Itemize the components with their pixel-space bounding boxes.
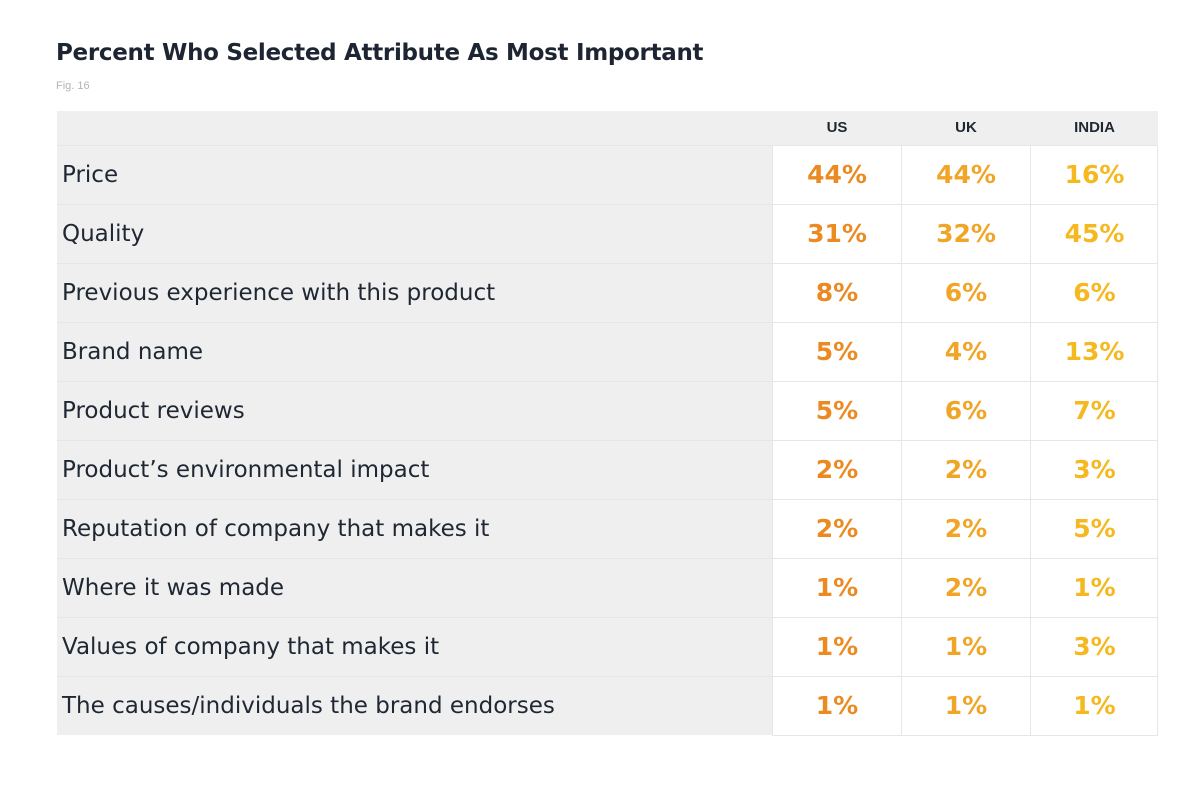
row-label: Where it was made [57,559,772,617]
row-divider [57,617,1158,618]
value-cell-uk: 6% [902,382,1030,440]
figure-label: Fig. 16 [56,80,90,92]
value-cell-us: 1% [773,677,901,735]
table-row: Reputation of company that makes it 2% 2% 5… [57,500,1158,558]
value-cell-us: 5% [773,323,901,381]
row-label: Quality [57,205,772,263]
value-cell-uk: 2% [902,500,1030,558]
value-cell-india: 45% [1031,205,1158,263]
value-cell-india: 3% [1031,441,1158,499]
value-cell-us: 8% [773,264,901,322]
row-divider [57,558,1158,559]
column-divider [1030,145,1031,736]
value-cell-us: 31% [773,205,901,263]
table-row: Where it was made 1% 2% 1% [57,559,1158,617]
column-divider [1157,145,1158,736]
table-row: Product reviews 5% 6% 7% [57,382,1158,440]
row-divider [57,263,1158,264]
table-header-row: US UK INDIA [57,111,1158,145]
row-label: Product’s environmental impact [57,441,772,499]
row-divider [57,322,1158,323]
value-cell-india: 1% [1031,677,1158,735]
value-cell-uk: 2% [902,441,1030,499]
page-title: Percent Who Selected Attribute As Most I… [56,40,704,66]
row-divider [57,381,1158,382]
value-cell-us: 5% [773,382,901,440]
attribute-table: US UK INDIA Price 44% 44% 16% Quality 31% 32% 45%… [57,111,1158,736]
value-cell-uk: 32% [902,205,1030,263]
value-cell-us: 44% [773,146,901,204]
value-cell-india: 1% [1031,559,1158,617]
value-cell-us: 1% [773,618,901,676]
row-label: Previous experience with this product [57,264,772,322]
table-bottom-border [772,735,1158,736]
row-label: Product reviews [57,382,772,440]
column-divider [901,145,902,736]
row-label: Price [57,146,772,204]
table-row: Values of company that makes it 1% 1% 3% [57,618,1158,676]
value-cell-india: 7% [1031,382,1158,440]
column-header-uk: UK [955,119,977,136]
table-row: Previous experience with this product 8% 6… [57,264,1158,322]
row-divider [57,204,1158,205]
row-label: Reputation of company that makes it [57,500,772,558]
value-cell-us: 1% [773,559,901,617]
row-divider [57,440,1158,441]
value-cell-us: 2% [773,500,901,558]
table-row: Quality 31% 32% 45% [57,205,1158,263]
row-label: The causes/individuals the brand endorse… [57,677,772,735]
table-row: The causes/individuals the brand endorse… [57,677,1158,735]
value-cell-uk: 2% [902,559,1030,617]
row-label: Brand name [57,323,772,381]
row-label: Values of company that makes it [57,618,772,676]
value-cell-india: 3% [1031,618,1158,676]
value-cell-india: 5% [1031,500,1158,558]
table-row: Brand name 5% 4% 13% [57,323,1158,381]
row-divider [57,499,1158,500]
value-cell-uk: 1% [902,618,1030,676]
value-cell-uk: 4% [902,323,1030,381]
value-cell-uk: 44% [902,146,1030,204]
value-cell-india: 13% [1031,323,1158,381]
value-cell-uk: 6% [902,264,1030,322]
value-cell-uk: 1% [902,677,1030,735]
value-cell-india: 6% [1031,264,1158,322]
value-cell-india: 16% [1031,146,1158,204]
value-cell-us: 2% [773,441,901,499]
row-divider [57,145,1158,146]
column-divider [772,145,773,736]
row-divider [57,676,1158,677]
table-row: Price 44% 44% 16% [57,146,1158,204]
column-header-us: US [826,119,848,136]
column-header-india: INDIA [1074,119,1115,136]
table-row: Product’s environmental impact 2% 2% 3% [57,441,1158,499]
